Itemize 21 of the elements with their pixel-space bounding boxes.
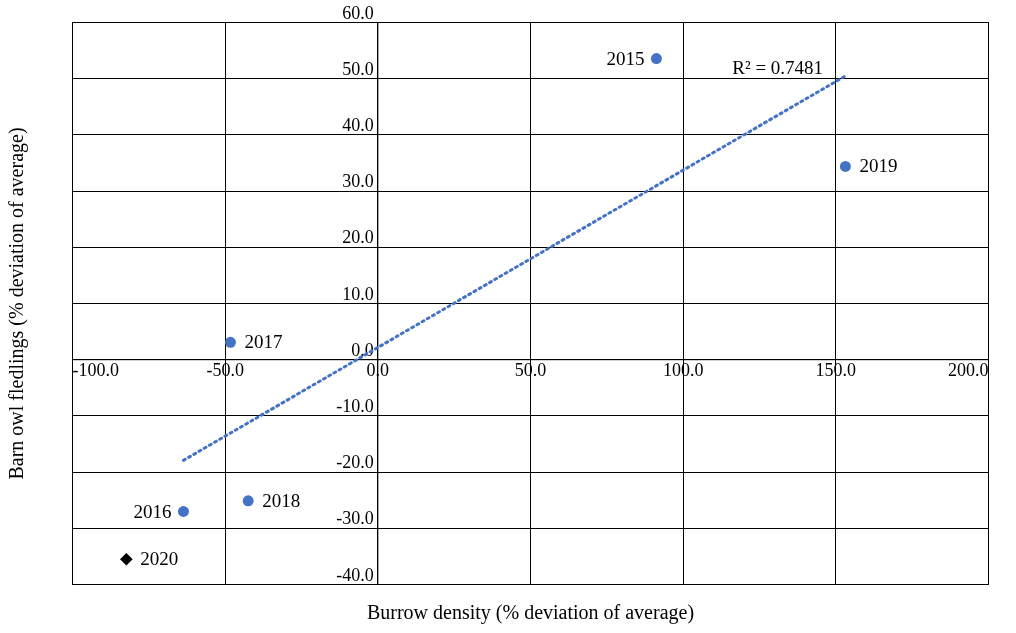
x-tick-label: 200.0 — [948, 359, 989, 380]
y-tick-label: -20.0 — [336, 452, 374, 473]
y-tick-label: 20.0 — [342, 227, 374, 248]
x-axis-title: Burrow density (% deviation of average) — [366, 600, 695, 624]
annotation: 2017 — [244, 331, 283, 353]
annotation: R² = 0.7481 — [732, 57, 824, 78]
annotation: 2016 — [133, 500, 172, 522]
y-tick-label: -40.0 — [336, 564, 374, 585]
y-tick-label: 60.0 — [342, 2, 374, 23]
y-tick-label: -10.0 — [336, 395, 374, 416]
annotation: 2018 — [262, 489, 301, 511]
y-tick-label: 40.0 — [342, 114, 374, 135]
y-tick-label: 30.0 — [342, 171, 374, 192]
y-tick-label: 10.0 — [342, 283, 374, 304]
x-tick-label: -100.0 — [72, 359, 119, 380]
annotation: 2020 — [140, 548, 179, 570]
y-tick-label: 50.0 — [342, 58, 374, 79]
annotation: 2019 — [859, 155, 898, 177]
y-tick-label: -30.0 — [336, 508, 374, 529]
annotation: 2015 — [606, 47, 645, 69]
y-axis-title: Barn owl fledlings (% deviation of average) — [4, 127, 28, 480]
